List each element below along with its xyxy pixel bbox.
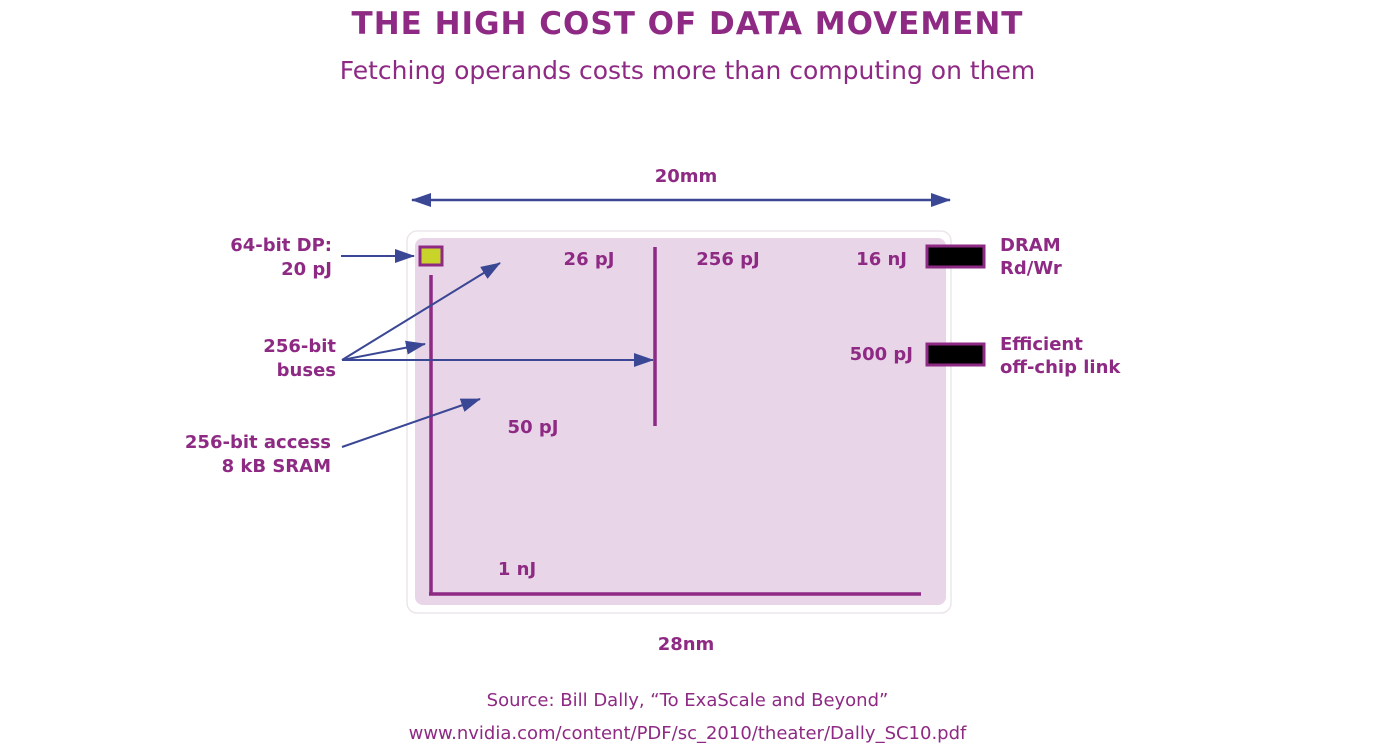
source-url: www.nvidia.com/content/PDF/sc_2010/theat… (408, 723, 967, 744)
offchip-link-block-icon (925, 342, 986, 367)
bus-arrow-upper (341, 262, 501, 361)
energy-50pj: 50 pJ (508, 417, 559, 438)
link-label-line1: Efficient (1000, 334, 1083, 355)
dram-label-line2: Rd/Wr (1000, 258, 1062, 279)
buses-label-line2: buses (277, 360, 336, 381)
bus-arrow-short (341, 340, 426, 361)
page-subtitle: Fetching operands costs more than comput… (339, 56, 1036, 85)
dram-label-line1: DRAM (1000, 235, 1061, 256)
energy-1nj: 1 nJ (498, 559, 536, 580)
sram-arrow (341, 398, 481, 448)
chip-die (415, 238, 946, 605)
dp-unit-icon (418, 245, 444, 267)
dram-block-icon (925, 244, 986, 269)
dp-label-line1: 64-bit DP: (230, 235, 332, 256)
energy-16nj: 16 nJ (856, 249, 907, 270)
source-citation: Source: Bill Dally, “To ExaScale and Bey… (486, 690, 889, 711)
process-node-label: 28nm (658, 634, 715, 655)
buses-label-line1: 256-bit (263, 336, 336, 357)
link-label-line2: off-chip link (1000, 357, 1121, 378)
energy-26pj: 26 pJ (564, 249, 615, 270)
chip-width-label: 20mm (655, 166, 718, 187)
dp-label-line2: 20 pJ (281, 259, 332, 280)
energy-500pj: 500 pJ (850, 344, 913, 365)
energy-256pj: 256 pJ (696, 249, 759, 270)
sram-label-line2: 8 kB SRAM (222, 456, 331, 477)
page-title: THE HIGH COST OF DATA MOVEMENT (351, 6, 1024, 42)
sram-label-line1: 256-bit access (185, 432, 331, 453)
